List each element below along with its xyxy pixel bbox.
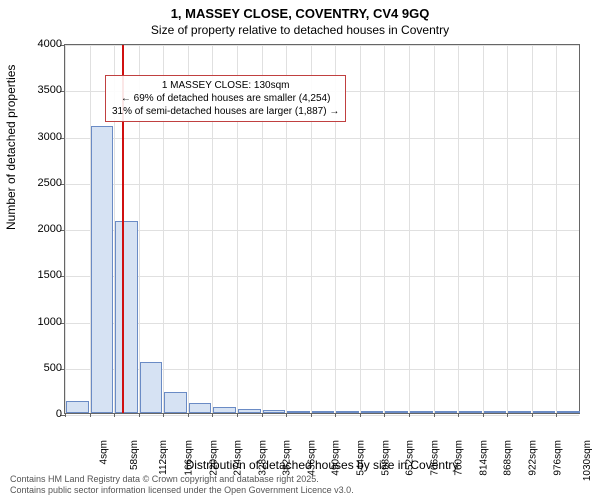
- x-tick-mark: [458, 413, 459, 417]
- histogram-bar: [115, 221, 138, 413]
- histogram-bar: [91, 126, 114, 413]
- gridline-h: [65, 138, 579, 139]
- histogram-bar: [213, 407, 236, 413]
- x-tick-mark: [360, 413, 361, 417]
- gridline-h: [65, 184, 579, 185]
- gridline-v: [458, 45, 459, 413]
- gridline-h: [65, 45, 579, 46]
- x-tick-mark: [483, 413, 484, 417]
- x-tick-mark: [139, 413, 140, 417]
- x-tick-mark: [434, 413, 435, 417]
- gridline-h: [65, 323, 579, 324]
- gridline-v: [556, 45, 557, 413]
- x-tick-mark: [335, 413, 336, 417]
- x-tick-mark: [384, 413, 385, 417]
- y-tick-label: 1500: [12, 269, 62, 281]
- gridline-v: [507, 45, 508, 413]
- histogram-bar: [263, 410, 286, 413]
- y-tick-label: 4000: [12, 38, 62, 50]
- histogram-bar: [336, 411, 359, 413]
- histogram-bar: [410, 411, 433, 413]
- x-tick-mark: [114, 413, 115, 417]
- histogram-bar: [533, 411, 556, 413]
- histogram-bar: [287, 411, 310, 413]
- x-tick-mark: [532, 413, 533, 417]
- gridline-v: [409, 45, 410, 413]
- histogram-bar: [140, 362, 163, 413]
- x-tick-mark: [409, 413, 410, 417]
- footer-line: Contains public sector information licen…: [10, 485, 354, 496]
- histogram-bar: [385, 411, 408, 413]
- histogram-bar: [361, 411, 384, 413]
- chart-subtitle: Size of property relative to detached ho…: [0, 21, 600, 37]
- y-tick-label: 3000: [12, 131, 62, 143]
- gridline-v: [532, 45, 533, 413]
- y-tick-label: 0: [12, 408, 62, 420]
- histogram-bar: [484, 411, 507, 413]
- x-tick-mark: [507, 413, 508, 417]
- histogram-bar: [557, 411, 580, 413]
- y-tick-label: 2000: [12, 223, 62, 235]
- histogram-bar: [312, 411, 335, 413]
- x-tick-mark: [90, 413, 91, 417]
- x-tick-mark: [262, 413, 263, 417]
- footer-attribution: Contains HM Land Registry data © Crown c…: [10, 474, 354, 496]
- x-tick-mark: [237, 413, 238, 417]
- x-tick-mark: [556, 413, 557, 417]
- x-tick-mark: [65, 413, 66, 417]
- x-tick-mark: [212, 413, 213, 417]
- annot-line: ← 69% of detached houses are smaller (4,…: [112, 92, 339, 105]
- annot-line: 1 MASSEY CLOSE: 130sqm: [112, 79, 339, 92]
- gridline-v: [360, 45, 361, 413]
- histogram-bar: [435, 411, 458, 413]
- gridline-v: [384, 45, 385, 413]
- x-tick-label: 1030sqm: [582, 440, 593, 481]
- gridline-v: [483, 45, 484, 413]
- chart-title: 1, MASSEY CLOSE, COVENTRY, CV4 9GQ: [0, 0, 600, 21]
- gridline-v: [434, 45, 435, 413]
- histogram-bar: [164, 392, 187, 413]
- gridline-h: [65, 276, 579, 277]
- gridline-h: [65, 230, 579, 231]
- y-tick-label: 500: [12, 362, 62, 374]
- y-tick-label: 2500: [12, 177, 62, 189]
- histogram-bar: [459, 411, 482, 413]
- x-tick-mark: [311, 413, 312, 417]
- histogram-bar: [66, 401, 89, 413]
- gridline-v: [65, 45, 66, 413]
- y-tick-label: 3500: [12, 84, 62, 96]
- y-tick-label: 1000: [12, 316, 62, 328]
- x-tick-mark: [188, 413, 189, 417]
- plot-area: 4sqm58sqm112sqm166sqm220sqm274sqm328sqm3…: [64, 44, 580, 414]
- gridline-h: [65, 415, 579, 416]
- x-axis-label: Distribution of detached houses by size …: [64, 458, 580, 472]
- annotation-box: 1 MASSEY CLOSE: 130sqm← 69% of detached …: [105, 75, 346, 122]
- x-tick-mark: [163, 413, 164, 417]
- histogram-bar: [508, 411, 531, 413]
- histogram-bar: [189, 403, 212, 413]
- footer-line: Contains HM Land Registry data © Crown c…: [10, 474, 354, 485]
- x-tick-mark: [286, 413, 287, 417]
- annot-line: 31% of semi-detached houses are larger (…: [112, 105, 339, 118]
- chart-container: 1, MASSEY CLOSE, COVENTRY, CV4 9GQ Size …: [0, 0, 600, 500]
- histogram-bar: [238, 409, 261, 413]
